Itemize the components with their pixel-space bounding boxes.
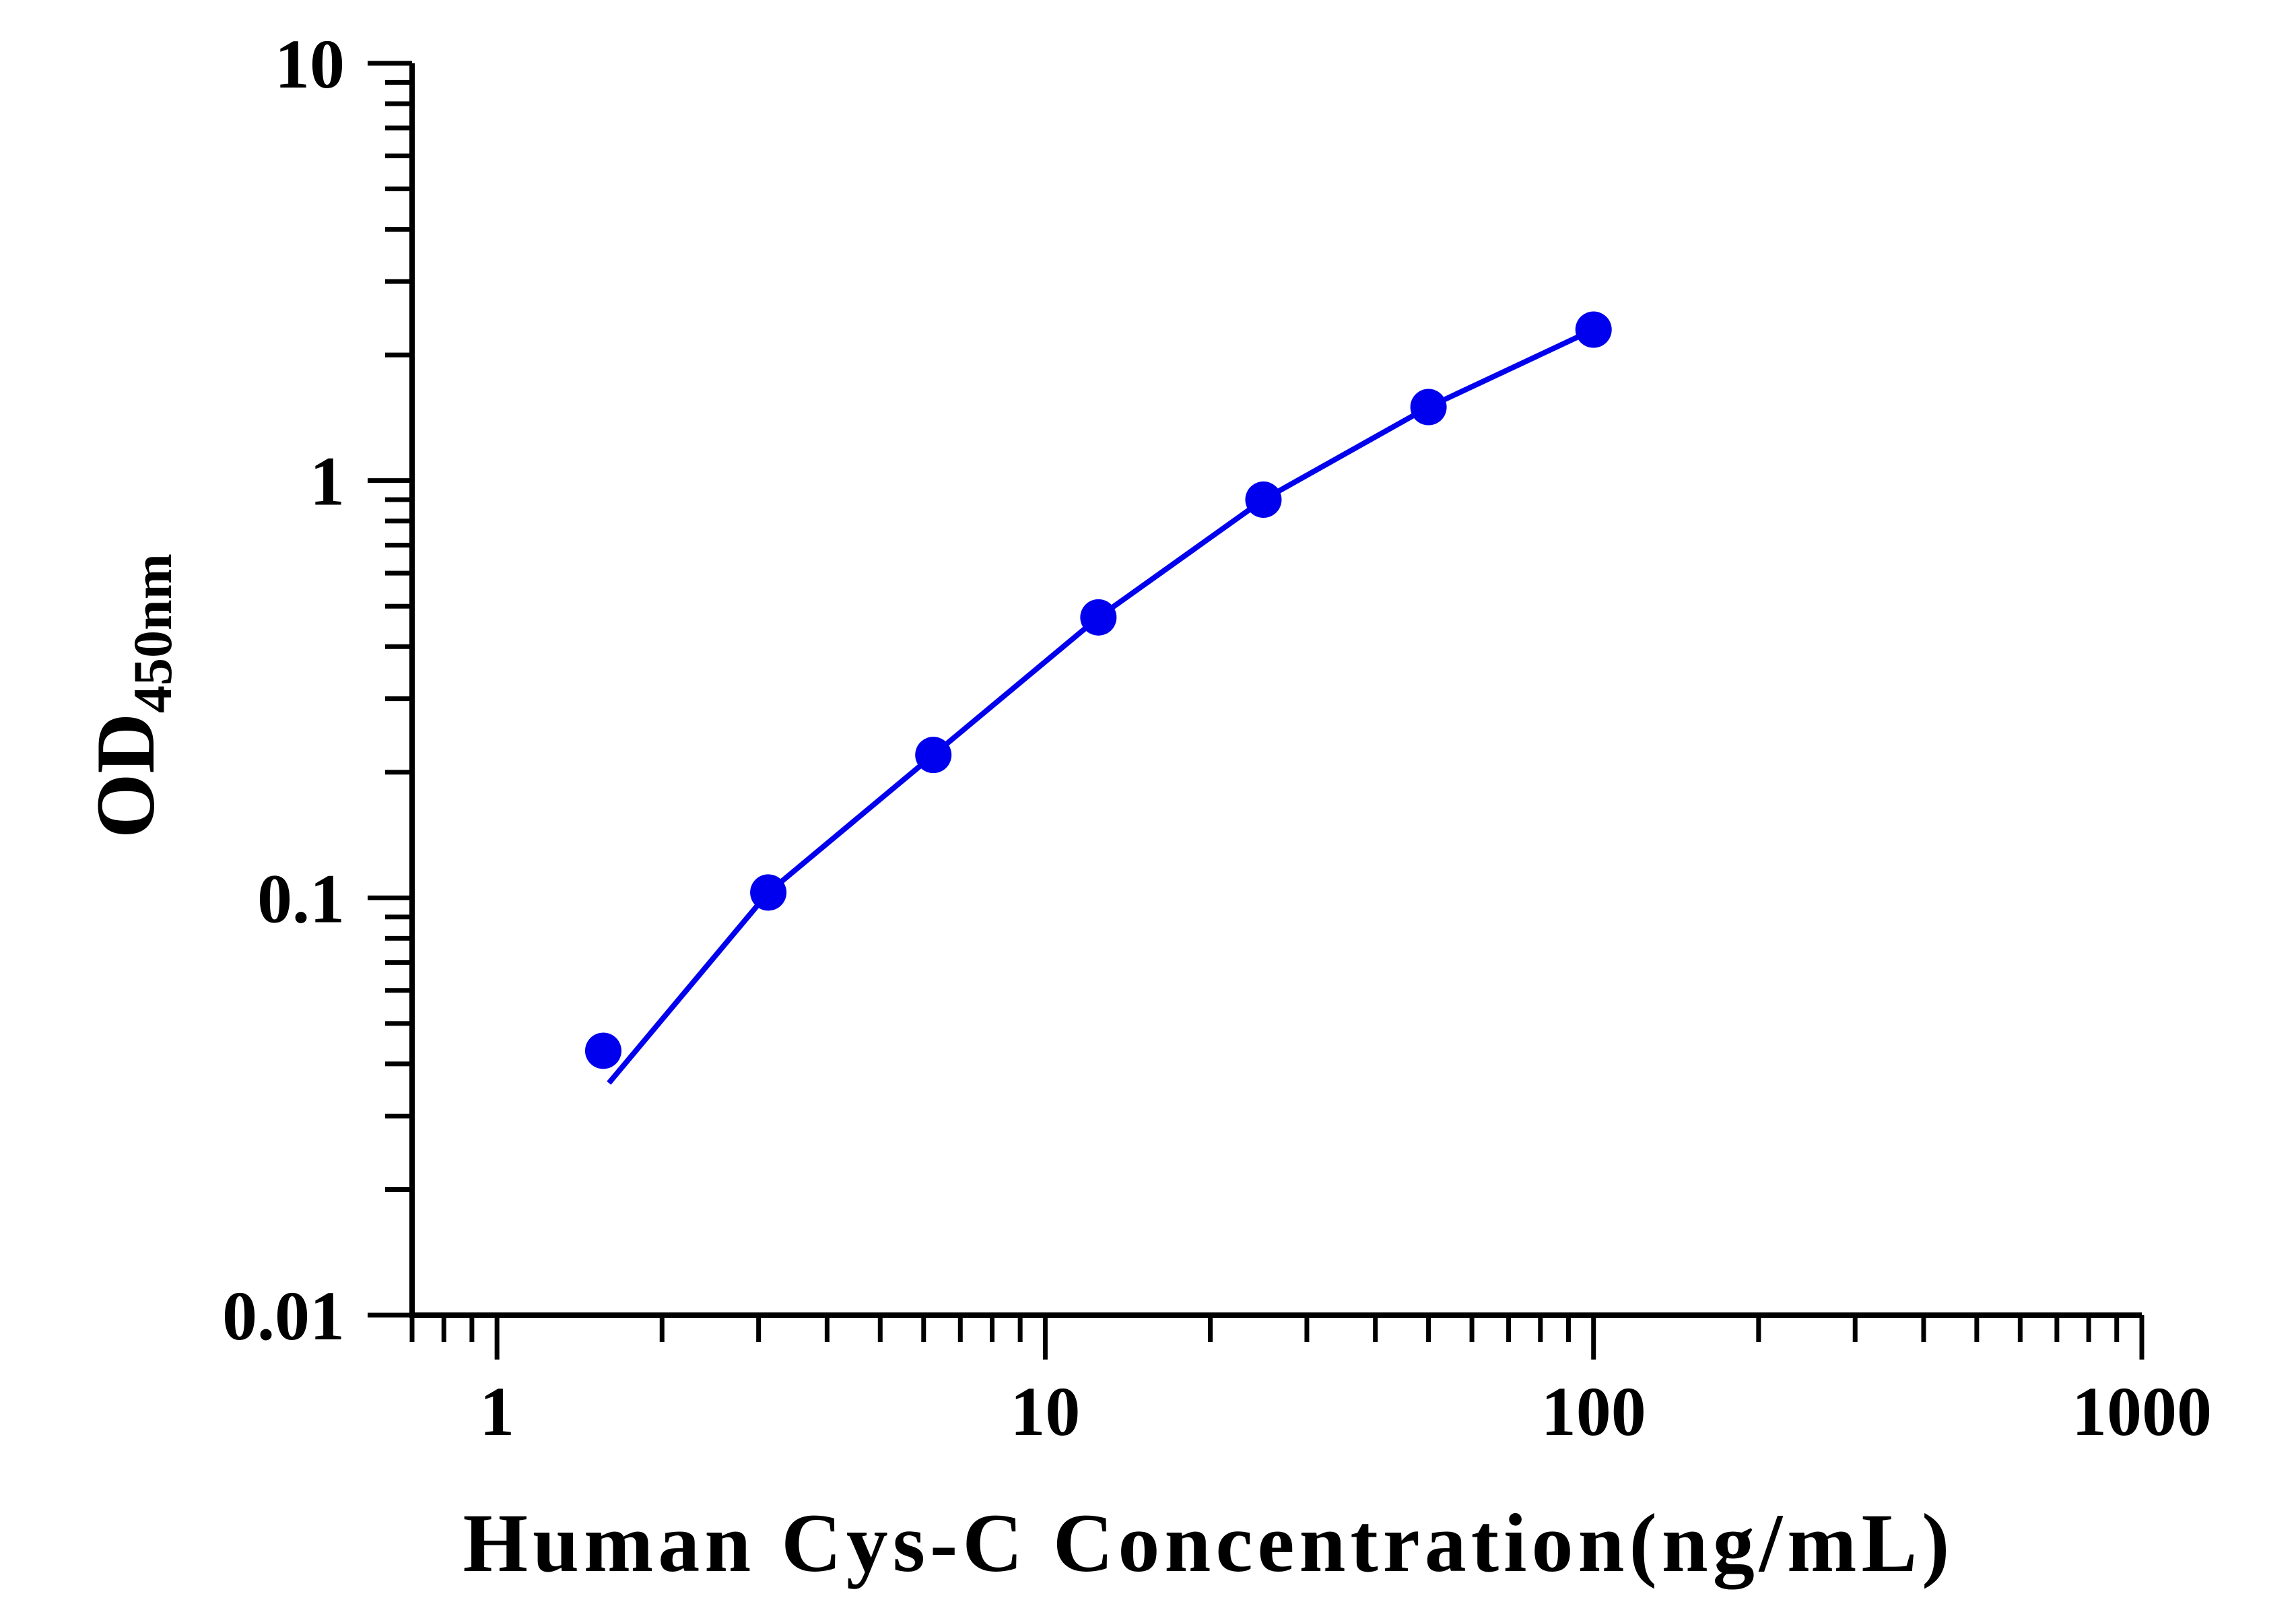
data-point: [1245, 481, 1282, 519]
y-axis-tick-labels: 0.01 0.1 1 10: [222, 26, 345, 1355]
data-point: [1080, 599, 1117, 636]
x-axis-tick-labels: 1 10 100 1000: [479, 1373, 2212, 1450]
series-group: [584, 311, 1612, 1085]
data-point: [584, 1032, 621, 1069]
x-tick-label: 1000: [2072, 1373, 2212, 1450]
x-tick-label: 100: [1541, 1373, 1646, 1450]
y-axis-ticks: [368, 61, 412, 1318]
data-point: [1410, 389, 1447, 426]
y-axis-title-subscript: 450nm: [122, 554, 183, 713]
x-axis-title: Human Cys-C Concentration(ng/mL): [463, 1497, 1955, 1590]
data-point: [750, 874, 787, 911]
x-tick-label: 10: [1010, 1373, 1080, 1450]
y-axis-title-main: OD: [79, 713, 172, 838]
x-tick-label: 1: [479, 1373, 514, 1450]
x-axis-ticks: [409, 1315, 2145, 1360]
fit-curve-line: [607, 327, 1595, 1085]
data-point: [1575, 311, 1612, 348]
data-point: [915, 737, 952, 774]
y-axis-title: OD450nm: [79, 554, 183, 838]
y-tick-label: 0.1: [257, 860, 345, 937]
y-tick-label: 0.01: [222, 1277, 345, 1355]
y-tick-label: 1: [310, 443, 345, 521]
y-tick-label: 10: [275, 26, 345, 103]
